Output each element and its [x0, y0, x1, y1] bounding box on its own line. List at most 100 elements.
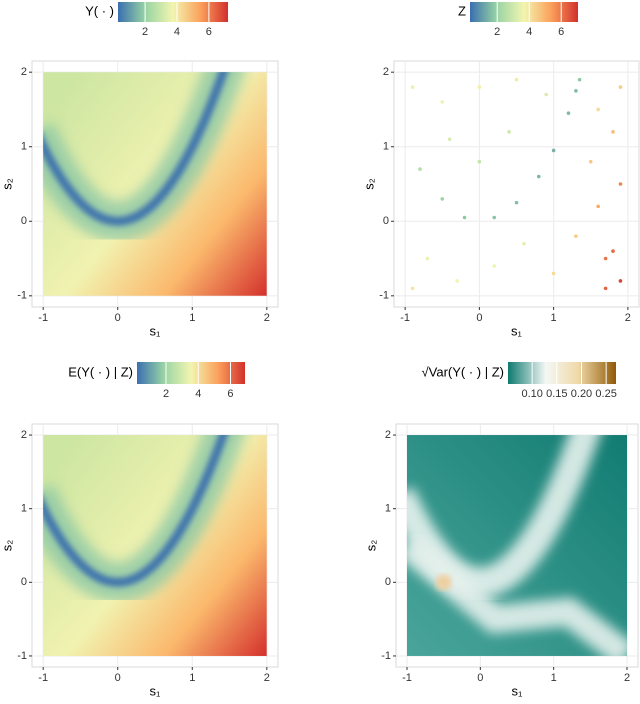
x-tick-label: 0: [115, 672, 121, 684]
y-tick-label: 0: [21, 576, 27, 588]
point: [618, 85, 623, 89]
field: [43, 72, 267, 296]
colorbar-label: Z: [458, 3, 466, 18]
x-tick-label: 0: [115, 312, 121, 324]
field: [43, 435, 267, 656]
point: [447, 137, 452, 142]
valley: [43, 435, 228, 587]
y-tick-label: 0: [21, 215, 27, 227]
point: [507, 130, 511, 134]
y-tick-label: -1: [17, 650, 27, 662]
y-axis-label: s₂: [0, 540, 14, 552]
point: [492, 264, 497, 268]
field: [407, 435, 627, 656]
point: [462, 215, 467, 220]
y-axis-label: s₂: [0, 178, 14, 190]
x-tick-label: 1: [551, 312, 557, 324]
point: [522, 241, 526, 246]
panel: -1 0 1 2 -1 0 1 2 s₁ s₂ Z 2 4 6: [361, 2, 640, 338]
y-tick-label: 2: [21, 429, 27, 441]
colorbar-tick-label: 2: [494, 26, 500, 38]
y-tick-label: -1: [379, 290, 389, 302]
x-axis-label: s₁: [511, 323, 523, 338]
point: [440, 100, 445, 104]
panel: -1 0 1 2 -1 0 1 2 s₁ s₂ E(Y( · ) | Z) 2 4 6: [0, 362, 279, 698]
colorbar-tick-label: 4: [195, 388, 201, 400]
point: [544, 92, 548, 97]
y-tick-label: 1: [385, 503, 391, 515]
point: [418, 167, 422, 171]
point: [410, 286, 415, 291]
point: [618, 182, 623, 186]
point: [551, 148, 556, 153]
colorbar: [118, 2, 228, 22]
panel: -1 0 1 2 -1 0 1 2 s₁ s₂ Y( · ) 2 4 6: [0, 2, 279, 338]
colorbar: [508, 362, 616, 384]
colorbar-tick-label: 0.15: [546, 388, 567, 400]
point: [611, 130, 615, 134]
x-axis-label: s₁: [150, 683, 162, 698]
point: [596, 204, 600, 209]
x-tick-label: 1: [189, 672, 195, 684]
point: [603, 256, 608, 261]
x-tick-label: 2: [264, 672, 270, 684]
x-tick-label: 1: [189, 312, 195, 324]
colorbar-tick-label: 6: [227, 388, 233, 400]
x-tick-label: 0: [477, 672, 483, 684]
colorbar-tick-label: 6: [558, 26, 564, 38]
point: [455, 279, 459, 283]
colorbar-tick-label: 4: [174, 26, 180, 38]
y-tick-label: -1: [17, 290, 27, 302]
point: [577, 77, 582, 82]
x-tick-label: 2: [624, 672, 630, 684]
colorbar-tick-label: 6: [206, 26, 212, 38]
point: [514, 200, 519, 205]
point: [588, 159, 593, 164]
y-axis-label: s₂: [363, 540, 378, 552]
point: [477, 85, 482, 89]
colorbar-tick-label: 0.20: [571, 388, 592, 400]
point: [611, 249, 615, 253]
colorbar: [470, 2, 578, 22]
valley: [43, 72, 228, 226]
y-tick-label: 2: [385, 429, 391, 441]
point: [574, 234, 578, 238]
x-tick-label: -1: [400, 312, 410, 324]
y-tick-label: 1: [21, 141, 27, 153]
colorbar-tick-label: 0.25: [595, 388, 616, 400]
point: [477, 159, 482, 164]
y-tick-label: 1: [383, 141, 389, 153]
x-tick-label: 2: [625, 312, 631, 324]
colorbar-label: Y( · ): [85, 3, 114, 18]
point: [492, 215, 497, 220]
plot-background: [393, 60, 640, 308]
point: [440, 197, 445, 201]
y-tick-label: 1: [21, 503, 27, 515]
x-axis-label: s₁: [150, 323, 162, 338]
point: [618, 279, 623, 283]
uncertainty-spot: [435, 574, 452, 591]
point: [410, 85, 415, 89]
point: [574, 89, 578, 93]
x-axis-label: s₁: [512, 683, 524, 698]
y-tick-label: 2: [21, 66, 27, 78]
y-axis-label: s₂: [361, 178, 376, 190]
colorbar-tick-label: 4: [526, 26, 532, 38]
colorbar-tick-label: 2: [163, 388, 169, 400]
y-tick-label: 0: [385, 576, 391, 588]
colorbar-tick-label: 2: [142, 26, 148, 38]
point: [425, 256, 430, 261]
y-tick-label: -1: [381, 650, 391, 662]
point: [536, 174, 541, 179]
x-tick-label: -1: [402, 672, 412, 684]
colorbar-label: E(Y( · ) | Z): [68, 364, 133, 379]
colorbar: [137, 362, 245, 384]
point: [596, 107, 600, 112]
x-tick-label: 2: [264, 312, 270, 324]
x-tick-label: -1: [38, 312, 48, 324]
panel: -1 0 1 2 -1 0 1 2 s₁ s₂ √Var(Y( · ) | Z) 0.10 0.15 0.…: [363, 362, 639, 698]
y-tick-label: 2: [383, 66, 389, 78]
point: [603, 286, 608, 291]
colorbar-tick-label: 0.10: [521, 388, 542, 400]
